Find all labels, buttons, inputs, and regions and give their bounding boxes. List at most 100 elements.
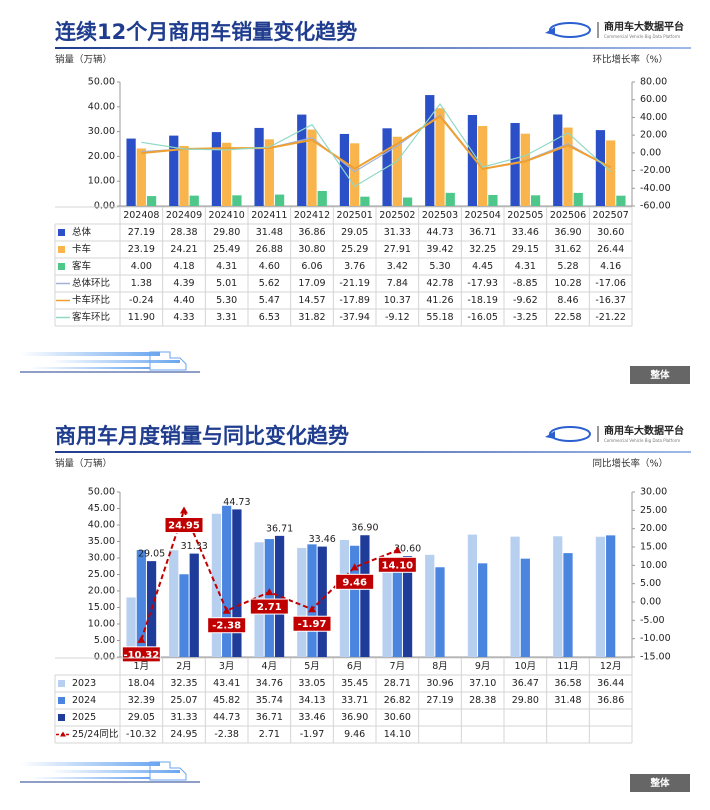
- bar: [467, 534, 478, 657]
- bar: [510, 536, 520, 657]
- table-cell: 30.60: [597, 227, 624, 238]
- table-cell: 25.49: [213, 244, 240, 255]
- y2-tick-label: -20.00: [640, 165, 671, 176]
- table-cell: -37.94: [339, 312, 370, 323]
- table-cell: 34.76: [256, 678, 283, 689]
- bar: [264, 139, 274, 206]
- x-tick-label: 202507: [593, 210, 629, 221]
- table-cell: 4.18: [173, 261, 194, 272]
- table-cell: -9.62: [513, 295, 538, 306]
- bar: [339, 133, 350, 206]
- y2-tick-label: -10.00: [640, 633, 671, 644]
- x-tick-label: 202502: [379, 210, 415, 221]
- table-cell: 44.73: [213, 712, 240, 723]
- bar: [189, 553, 199, 657]
- table-cell: -18.19: [467, 295, 498, 306]
- button-label[interactable]: 整体: [649, 777, 670, 789]
- x-tick-label: 202411: [251, 210, 287, 221]
- y2-tick-label: 60.00: [640, 94, 667, 105]
- y-tick-label: 0.00: [94, 201, 115, 212]
- x-tick-label: 202501: [337, 210, 373, 221]
- table-cell: 4.16: [600, 261, 621, 272]
- table-cell: 17.09: [298, 278, 325, 289]
- y2-tick-label: -60.00: [640, 201, 671, 212]
- table-cell: 5.28: [557, 261, 578, 272]
- x-tick-label: 2月: [176, 661, 192, 672]
- marker: [180, 506, 188, 514]
- line-label: -10.32: [123, 650, 159, 661]
- marker: [393, 546, 402, 554]
- y-axis-label: 销量（万辆）: [55, 54, 112, 66]
- y-tick-label: 40.00: [88, 520, 115, 531]
- table-cell: 7.84: [387, 278, 408, 289]
- x-tick-label: 202409: [166, 210, 202, 221]
- table-cell: 31.82: [298, 312, 325, 323]
- table-cell: 22.58: [554, 312, 581, 323]
- table-cell: 39.42: [426, 244, 453, 255]
- marker: [222, 606, 231, 614]
- bar: [595, 536, 606, 657]
- table-cell: 29.80: [512, 695, 539, 706]
- legend-label: 卡车环比: [72, 294, 110, 306]
- button[interactable]: [630, 366, 690, 384]
- table-cell: 31.33: [170, 712, 197, 723]
- bar: [510, 123, 520, 206]
- table-cell: -16.05: [467, 312, 498, 323]
- bar: [563, 127, 573, 206]
- table-cell: 8.46: [557, 295, 578, 306]
- bar: [488, 194, 498, 206]
- bar: [553, 114, 563, 206]
- table-cell: 36.71: [256, 712, 283, 723]
- table-cell: 36.86: [298, 227, 325, 238]
- bar: [478, 563, 488, 657]
- table-cell: 23.19: [128, 244, 155, 255]
- table-cell: 18.04: [128, 678, 155, 689]
- bar: [232, 195, 242, 206]
- bar: [317, 546, 327, 657]
- table-cell: 31.33: [384, 227, 411, 238]
- table-cell: -8.85: [513, 278, 538, 289]
- table-cell: 4.31: [216, 261, 237, 272]
- chart-title: 连续12个月商用车销量变化趋势: [55, 20, 357, 44]
- bar: [445, 192, 455, 206]
- bar: [606, 535, 616, 657]
- bar: [169, 550, 179, 657]
- legend-label: 客车: [72, 260, 91, 272]
- y-tick-label: 40.00: [88, 101, 115, 112]
- button-label[interactable]: 整体: [649, 369, 670, 381]
- line-label: -2.38: [212, 621, 241, 632]
- table-cell: 31.48: [256, 227, 283, 238]
- bar: [307, 129, 317, 206]
- table-cell: 2.71: [259, 729, 280, 740]
- x-tick-label: 202504: [465, 210, 501, 221]
- table-cell: -9.12: [385, 312, 410, 323]
- table-cell: 37.10: [469, 678, 496, 689]
- table-cell: 26.44: [597, 244, 624, 255]
- label-box: [292, 615, 332, 632]
- bar: [392, 136, 402, 206]
- bar: [435, 567, 445, 657]
- speed-graphic: [20, 351, 200, 373]
- button[interactable]: [630, 774, 690, 792]
- chart-title: 商用车月度销量与同比变化趋势: [55, 424, 349, 448]
- bar: [606, 140, 616, 206]
- table-cell: 35.45: [341, 678, 368, 689]
- line-label: 24.95: [168, 521, 200, 532]
- table-cell: 36.86: [597, 695, 624, 706]
- bar: [211, 132, 222, 206]
- table-cell: 29.80: [213, 227, 240, 238]
- table-cell: 27.19: [128, 227, 155, 238]
- table-cell: 36.90: [554, 227, 581, 238]
- header-rule: [55, 451, 691, 453]
- table-cell: 6.53: [259, 312, 280, 323]
- y-tick-label: 15.00: [88, 602, 115, 613]
- table-cell: 4.45: [472, 261, 493, 272]
- table-cell: 26.82: [384, 695, 411, 706]
- bar: [530, 195, 541, 206]
- table-cell: 4.60: [259, 261, 280, 272]
- y2-tick-label: -15.00: [640, 652, 671, 663]
- y2-tick-label: 80.00: [640, 77, 667, 88]
- line-label: 2.71: [257, 602, 282, 613]
- legend-label: 总体: [72, 226, 92, 238]
- y-tick-label: 5.00: [94, 635, 115, 646]
